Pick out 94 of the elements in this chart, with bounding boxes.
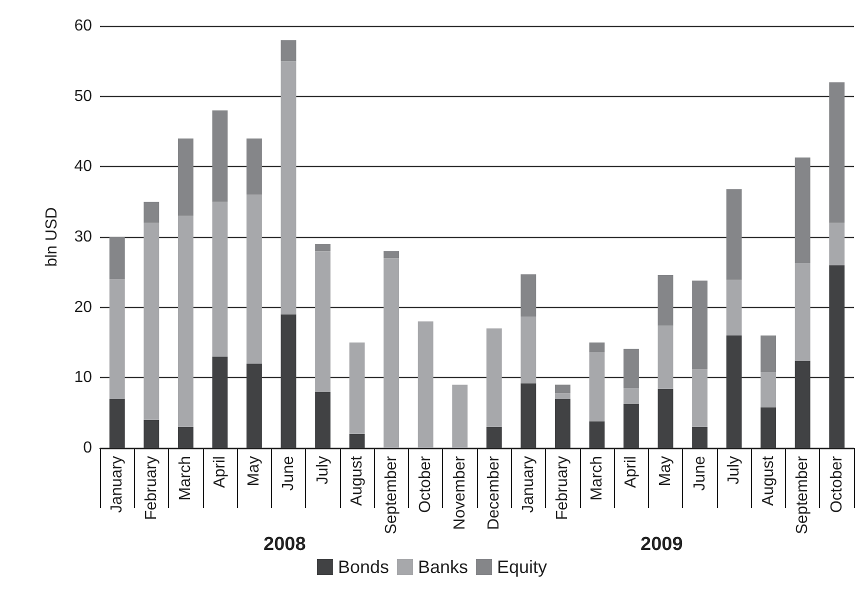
bar: [692, 280, 708, 370]
bar: [486, 328, 502, 427]
bar: [246, 194, 262, 364]
bar: [794, 263, 810, 361]
x-tick-label: September: [794, 455, 812, 534]
bar: [212, 202, 228, 357]
bar: [144, 420, 160, 448]
y-tick-label: 60: [74, 18, 92, 34]
bar: [212, 110, 228, 202]
x-tick-label: April: [211, 456, 228, 488]
bar: [452, 384, 468, 448]
bar: [692, 426, 708, 448]
bar: [726, 280, 742, 336]
y-tick-label: 20: [74, 298, 92, 316]
bar: [349, 342, 365, 434]
bar: [520, 316, 536, 384]
x-tick-label: July: [726, 456, 743, 484]
bar: [280, 40, 296, 62]
x-tick-label: June: [691, 456, 708, 491]
y-tick-label: 50: [74, 88, 92, 105]
bar: [178, 216, 194, 427]
bar: [554, 393, 570, 399]
legend-label: Bonds: [338, 557, 389, 577]
y-tick-label: 10: [74, 369, 92, 386]
bar: [589, 352, 605, 422]
x-tick-label: May: [657, 456, 674, 486]
x-tick-label: May: [246, 456, 263, 486]
text: 2008: [264, 534, 306, 555]
x-tick-label: December: [486, 455, 503, 530]
bar: [760, 372, 776, 408]
x-tick-label: September: [382, 455, 400, 534]
bar: [144, 202, 160, 223]
bar: [829, 82, 845, 223]
bar: [109, 237, 125, 280]
bar: [624, 404, 639, 448]
bar: [658, 274, 674, 326]
y-axis-title: bln USD: [44, 207, 60, 267]
bar: [520, 383, 536, 448]
bar: [760, 407, 776, 448]
bar: [692, 369, 708, 427]
x-tick-label: October: [828, 455, 846, 513]
bar: [212, 356, 228, 448]
bar: [829, 265, 845, 448]
bar: [794, 158, 810, 264]
bar: [280, 61, 296, 314]
y-tick-label: 0: [83, 440, 92, 456]
bar: [554, 384, 570, 394]
bar: [658, 326, 674, 389]
x-tick-label: August: [348, 455, 366, 506]
bar: [246, 364, 262, 448]
x-tick-label: June: [280, 456, 297, 491]
bar: [520, 274, 536, 316]
bar: [794, 360, 810, 448]
y-tick-label: 40: [74, 158, 92, 176]
bar: [349, 434, 365, 448]
bar: [624, 388, 639, 404]
x-tick-label: August: [760, 455, 777, 506]
y-tick-label: 30: [74, 228, 92, 246]
x-tick-label: January: [520, 456, 537, 513]
bar: [418, 321, 434, 448]
bar: [109, 398, 125, 448]
bar: [384, 251, 400, 258]
legend-label: Banks: [418, 557, 468, 577]
bar: [726, 189, 742, 280]
bar: [658, 388, 674, 448]
bar: [829, 222, 845, 266]
bar: [315, 244, 330, 252]
x-tick-label: February: [554, 456, 572, 520]
x-tick-label: March: [588, 456, 606, 500]
bar: [384, 258, 400, 448]
x-tick-label: November: [451, 455, 468, 530]
bar: [315, 251, 330, 392]
bar: [178, 138, 194, 216]
bar: [554, 398, 570, 448]
x-tick-label: April: [622, 456, 640, 488]
bar: [726, 335, 742, 448]
x-tick-label: March: [177, 456, 194, 500]
x-tick-label: January: [108, 456, 126, 513]
bar: [109, 279, 125, 399]
bar: [589, 421, 605, 448]
bar: [178, 426, 194, 448]
bar: [760, 335, 776, 372]
bar: [144, 222, 160, 420]
bar: [486, 426, 502, 448]
bar: [624, 348, 639, 388]
x-tick-label: July: [314, 456, 332, 484]
bar: [246, 138, 262, 195]
bar: [589, 342, 605, 352]
bar: [315, 392, 330, 448]
text: 2009: [640, 534, 683, 555]
x-tick-label: October: [417, 455, 434, 513]
legend-label: Equity: [497, 557, 548, 577]
x-tick-label: February: [142, 456, 160, 520]
bar: [280, 314, 296, 448]
